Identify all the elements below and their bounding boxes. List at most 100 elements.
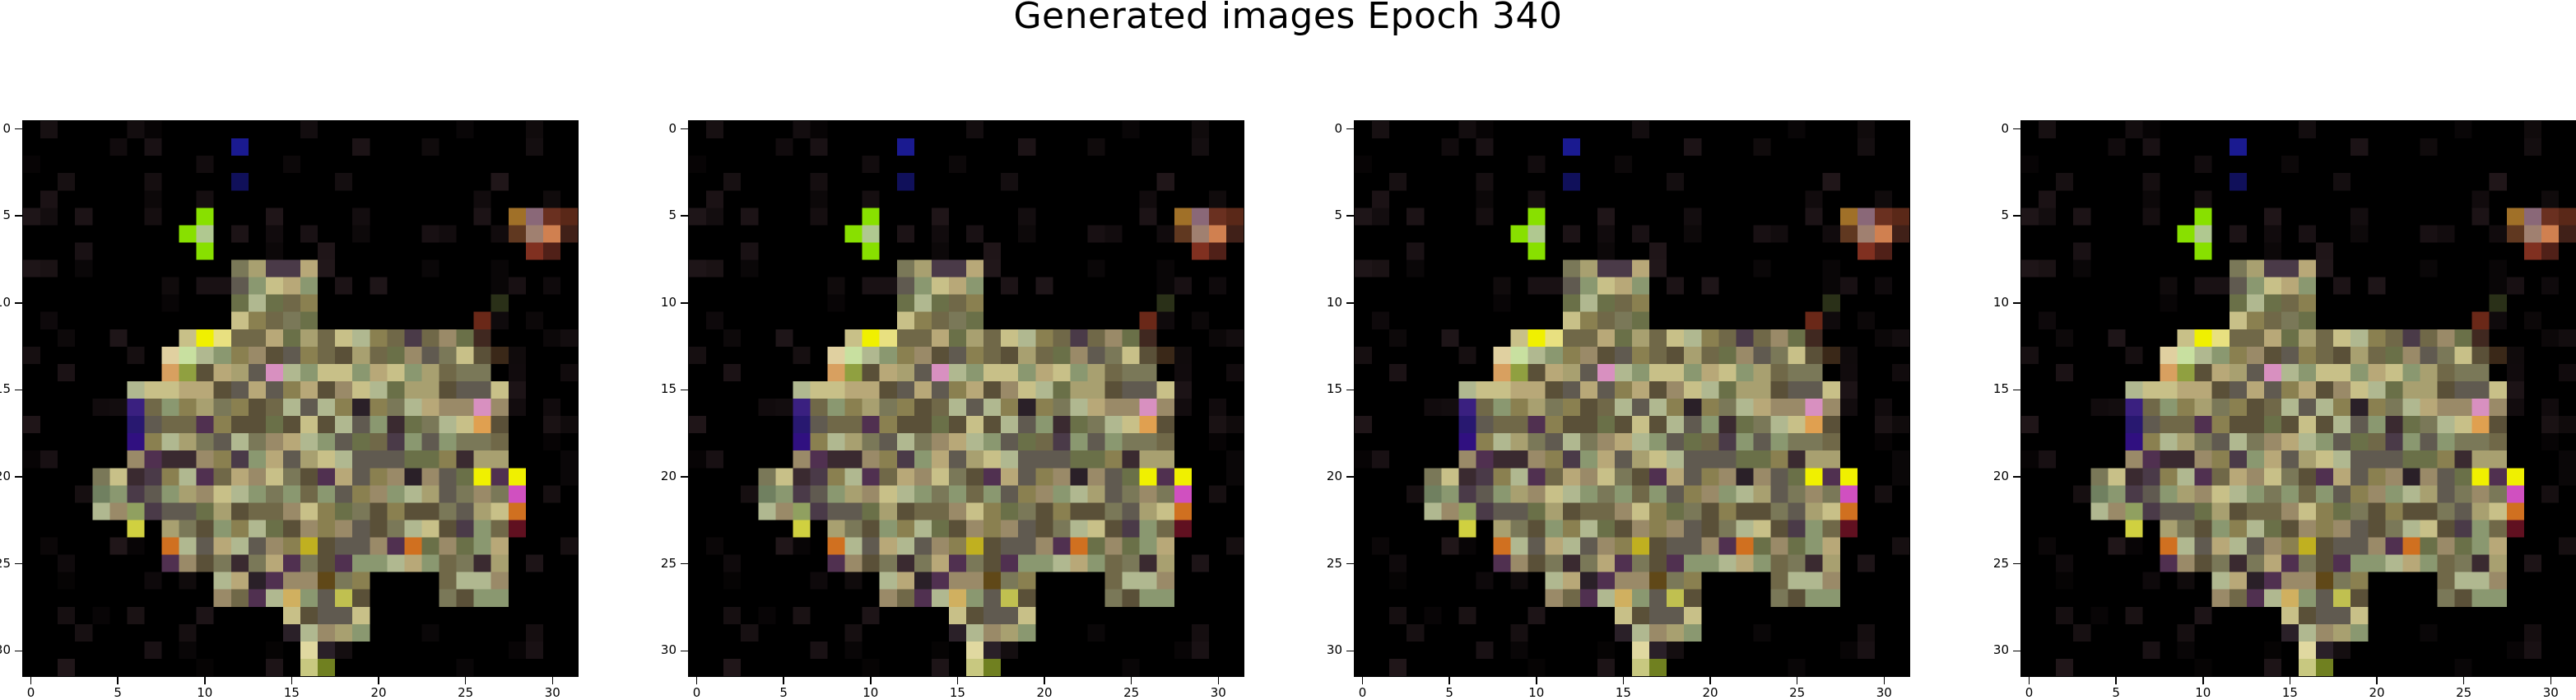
y-tick-mark <box>2013 476 2020 478</box>
x-tick-mark <box>2376 677 2378 684</box>
image-axes <box>688 120 1244 677</box>
x-tick-label: 5 <box>779 685 788 700</box>
x-tick-mark <box>2462 677 2465 684</box>
x-tick-mark <box>464 677 467 684</box>
y-tick-mark <box>15 128 22 130</box>
x-tick-mark <box>378 677 379 684</box>
x-tick-label: 10 <box>2195 685 2211 700</box>
figure-title: Generated images Epoch 340 <box>1013 0 1563 37</box>
y-tick-mark <box>15 302 22 304</box>
y-tick-label: 20 <box>0 469 11 484</box>
y-tick-mark <box>681 650 688 652</box>
x-tick-label: 5 <box>114 685 122 700</box>
x-tick-mark <box>2550 677 2552 684</box>
y-tick-mark <box>681 476 688 478</box>
x-tick-label: 20 <box>370 685 387 700</box>
x-tick-label: 10 <box>197 685 213 700</box>
x-tick-label: 0 <box>1358 685 1367 700</box>
x-tick-mark <box>956 677 959 684</box>
y-tick-mark <box>2013 128 2020 130</box>
y-tick-mark <box>681 562 688 565</box>
y-tick-mark <box>2013 650 2020 652</box>
x-tick-label: 20 <box>2369 685 2385 700</box>
y-tick-label: 10 <box>1326 294 1342 310</box>
x-tick-label: 30 <box>1876 685 1892 700</box>
y-tick-mark <box>15 389 22 391</box>
y-tick-label: 5 <box>668 208 677 223</box>
x-tick-label: 15 <box>949 685 965 700</box>
y-tick-mark <box>1346 650 1354 652</box>
x-tick-mark <box>870 677 872 684</box>
image-axes <box>1354 120 1910 677</box>
y-tick-label: 25 <box>1326 555 1342 571</box>
x-tick-mark <box>2028 677 2030 684</box>
x-tick-label: 25 <box>1789 685 1806 700</box>
x-tick-mark <box>2115 677 2117 684</box>
y-tick-mark <box>1346 389 1354 391</box>
y-tick-label: 10 <box>0 294 11 310</box>
y-tick-mark <box>1346 562 1354 565</box>
y-tick-label: 30 <box>660 642 677 658</box>
x-tick-label: 15 <box>2281 685 2298 700</box>
x-tick-mark <box>204 677 206 684</box>
y-tick-label: 5 <box>2001 208 2009 223</box>
x-tick-mark <box>1361 677 1364 684</box>
y-tick-label: 15 <box>0 381 11 397</box>
y-tick-mark <box>681 302 688 304</box>
y-tick-label: 20 <box>1992 469 2009 484</box>
y-tick-label: 15 <box>1992 381 2009 397</box>
y-tick-label: 10 <box>660 294 677 310</box>
x-tick-mark <box>1044 677 1045 684</box>
x-tick-mark <box>1796 677 1798 684</box>
generated-image <box>1355 121 1909 676</box>
y-tick-label: 20 <box>1326 469 1342 484</box>
y-tick-label: 15 <box>660 381 677 397</box>
y-tick-label: 20 <box>660 469 677 484</box>
y-tick-label: 0 <box>2001 120 2009 136</box>
x-tick-mark <box>1217 677 1220 684</box>
x-tick-label: 5 <box>2112 685 2120 700</box>
y-tick-mark <box>681 215 688 217</box>
x-tick-mark <box>1622 677 1625 684</box>
y-tick-label: 10 <box>1992 294 2009 310</box>
generated-image <box>2021 121 2576 676</box>
y-tick-label: 30 <box>1992 642 2009 658</box>
generated-image <box>689 121 1244 676</box>
x-tick-mark <box>30 677 32 684</box>
x-tick-label: 30 <box>2542 685 2559 700</box>
x-tick-label: 0 <box>692 685 701 700</box>
x-tick-mark <box>2202 677 2204 684</box>
x-tick-label: 0 <box>2025 685 2034 700</box>
image-axes <box>2020 120 2576 677</box>
x-tick-label: 5 <box>1445 685 1453 700</box>
y-tick-label: 0 <box>668 120 677 136</box>
y-tick-mark <box>681 389 688 391</box>
y-tick-mark <box>2013 302 2020 304</box>
y-tick-label: 0 <box>1334 120 1342 136</box>
y-tick-label: 0 <box>2 120 11 136</box>
x-tick-mark <box>695 677 698 684</box>
y-tick-label: 5 <box>1334 208 1342 223</box>
x-tick-label: 0 <box>26 685 35 700</box>
y-tick-label: 30 <box>0 642 11 658</box>
x-tick-label: 25 <box>1123 685 1140 700</box>
x-tick-mark <box>783 677 784 684</box>
y-tick-mark <box>15 562 22 565</box>
x-tick-mark <box>1448 677 1450 684</box>
x-tick-label: 10 <box>863 685 879 700</box>
x-tick-label: 30 <box>1210 685 1226 700</box>
x-tick-mark <box>1130 677 1132 684</box>
y-tick-label: 30 <box>1326 642 1342 658</box>
y-tick-mark <box>2013 389 2020 391</box>
image-panel-4: 0 0 5 5 10 10 15 15 20 20 25 25 30 30 <box>1993 120 2576 699</box>
y-tick-mark <box>2013 215 2020 217</box>
y-tick-mark <box>681 128 688 130</box>
x-tick-mark <box>2289 677 2291 684</box>
x-tick-mark <box>291 677 293 684</box>
y-tick-label: 25 <box>0 555 11 571</box>
x-tick-mark <box>1536 677 1537 684</box>
x-tick-mark <box>117 677 119 684</box>
y-tick-mark <box>15 476 22 478</box>
x-tick-mark <box>1709 677 1711 684</box>
image-panel-1: 0 0 5 5 10 10 15 15 20 20 25 25 30 30 <box>0 120 579 699</box>
